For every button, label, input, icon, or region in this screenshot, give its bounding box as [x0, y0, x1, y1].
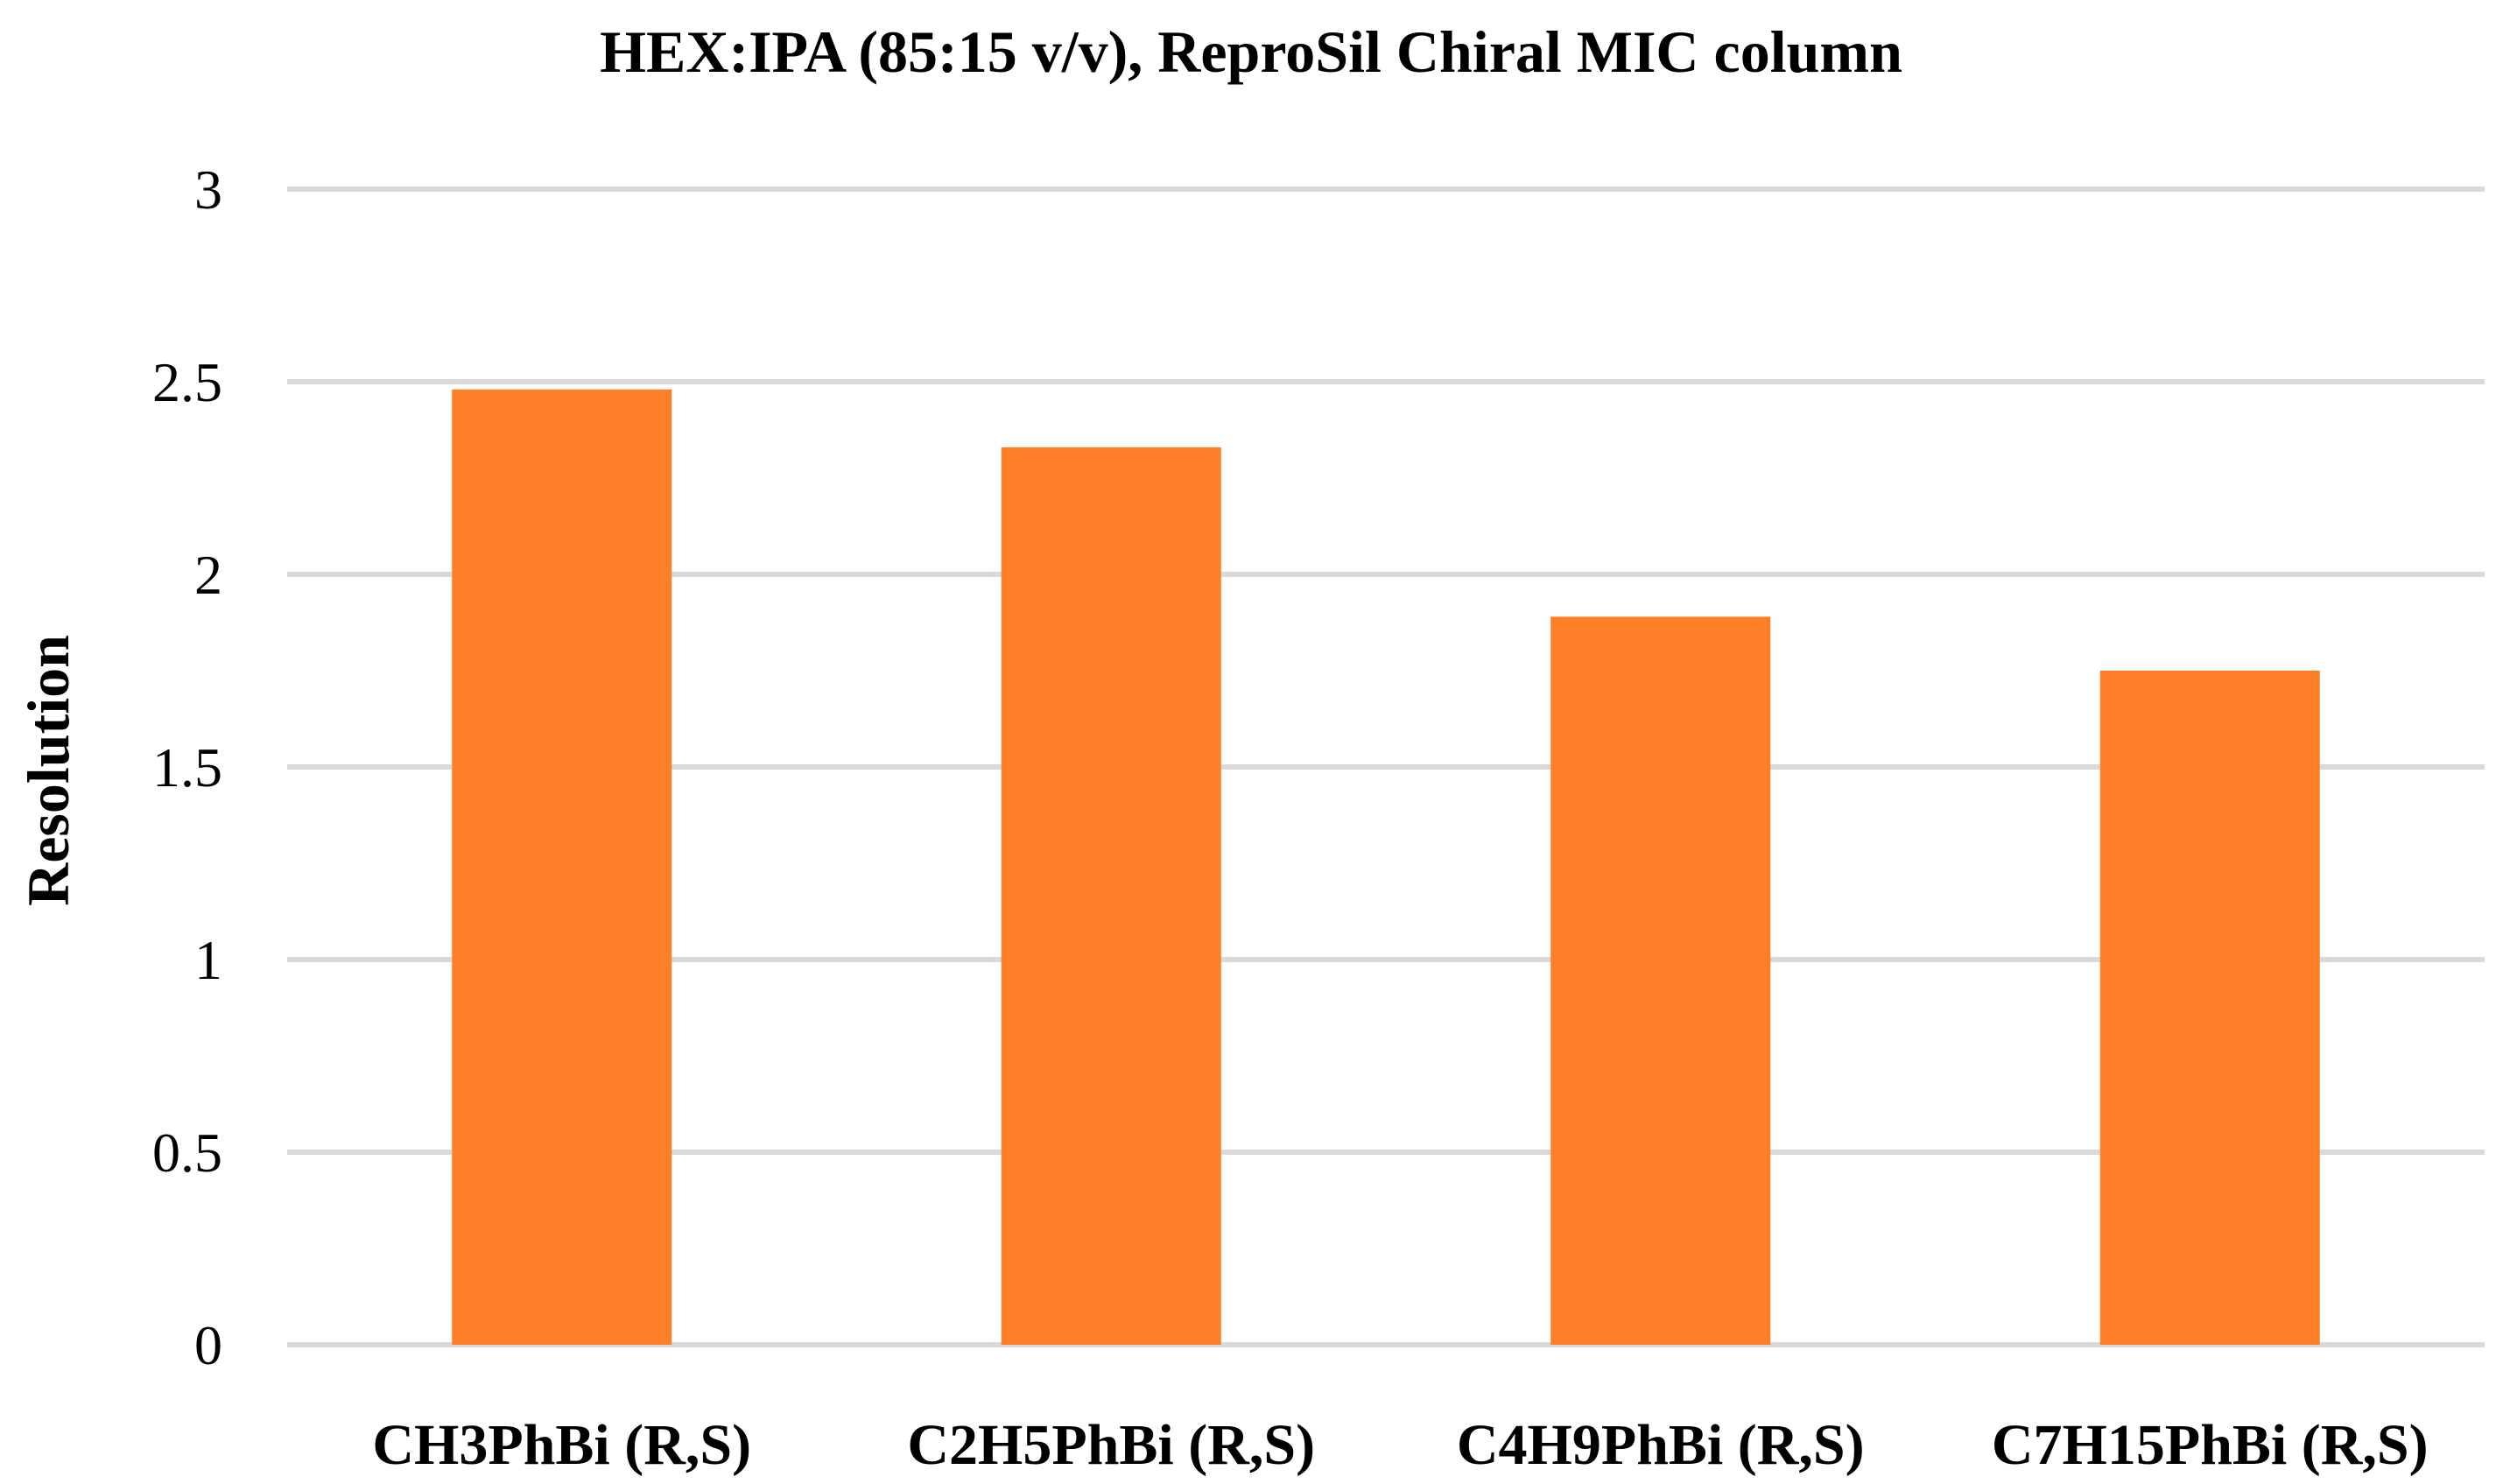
y-tick-label: 3 [194, 158, 222, 221]
x-tick-label: C4H9PhBi (R,S) [1457, 1413, 1865, 1477]
bar-3 [1550, 616, 1771, 1345]
x-tick-label: C7H15PhBi (R,S) [1992, 1413, 2429, 1477]
bar-4 [2099, 671, 2320, 1345]
y-tick-label: 0 [194, 1314, 222, 1376]
y-axis-label: Resolution [15, 635, 81, 906]
bar-2 [1001, 447, 1221, 1345]
bars [452, 389, 2320, 1345]
y-tick-label: 2.5 [152, 351, 222, 413]
bar-1 [452, 389, 672, 1345]
y-axis-ticks: 0 0.5 1 1.5 2 2.5 3 [152, 158, 222, 1376]
x-tick-label: C2H5PhBi (R,S) [907, 1413, 1315, 1477]
y-tick-label: 1.5 [152, 736, 222, 798]
chart-title: HEX:IPA (85:15 v/v), ReproSil Chiral MIC… [600, 18, 1902, 85]
x-tick-label: CH3PhBi (R,S) [372, 1413, 751, 1477]
y-tick-label: 1 [194, 929, 222, 991]
x-axis-ticks: CH3PhBi (R,S) C2H5PhBi (R,S) C4H9PhBi (R,S… [372, 1413, 2428, 1477]
y-tick-label: 0.5 [152, 1122, 222, 1184]
y-tick-label: 2 [194, 544, 222, 606]
